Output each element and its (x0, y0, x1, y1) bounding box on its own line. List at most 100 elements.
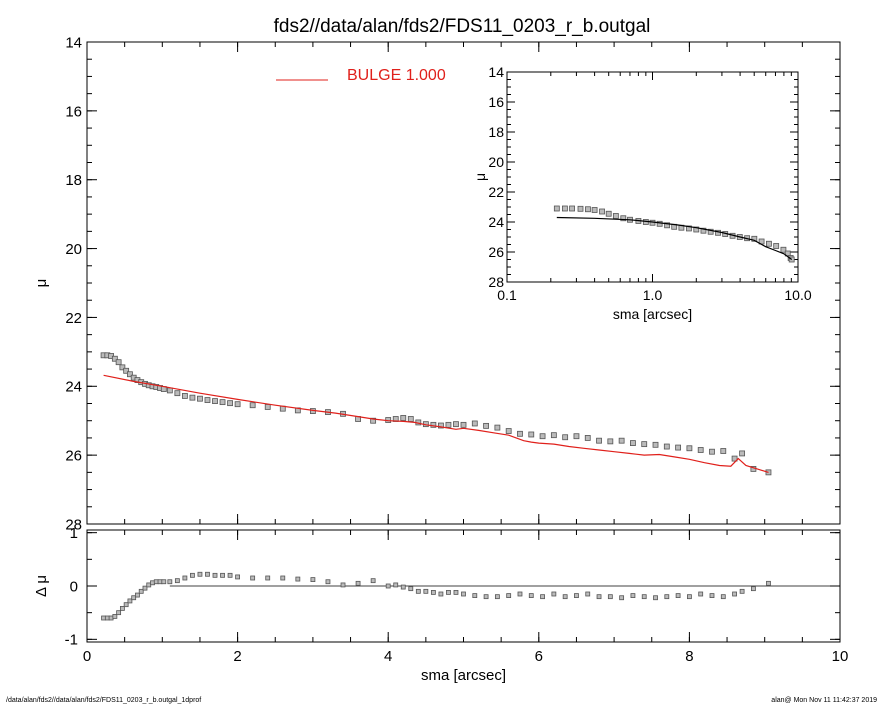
residual-data-point (551, 591, 557, 597)
residual-data-point (119, 606, 125, 611)
main-y-tick-label: 14 (65, 34, 82, 51)
main-data-point (584, 435, 591, 441)
inset-data-point (656, 220, 663, 227)
main-data-point (181, 393, 188, 399)
inset-data-point (553, 205, 560, 212)
inset-data-point (620, 215, 627, 222)
main-y-tick-label: 28 (65, 516, 82, 533)
inset-y-tick-label: 22 (488, 184, 504, 200)
main-data-point (370, 417, 377, 424)
residual-data-point (562, 594, 568, 600)
inset-data-point (664, 222, 671, 229)
residual-data-point (385, 583, 391, 589)
residual-data-point (370, 578, 376, 584)
main-y-tick-label: 22 (65, 310, 82, 327)
main-data-point (630, 440, 636, 446)
main-data-point (430, 421, 437, 428)
main-y-tick-label: 18 (65, 172, 82, 189)
inset-data-point (766, 240, 772, 247)
residual-data-point (446, 590, 451, 595)
inset-model-line (556, 216, 793, 260)
main-data-point (562, 434, 569, 441)
residual-data-point (135, 592, 140, 598)
inset-data-point (707, 228, 714, 235)
main-data-point (720, 448, 727, 454)
inset-y-tick-label: 24 (488, 214, 504, 230)
main-data-point (197, 395, 203, 402)
main-data-point (264, 404, 271, 410)
footer-timestamp: alan@ Mon Nov 11 11:42:37 2019 (771, 697, 877, 704)
inset-frame (506, 71, 799, 283)
residual-data-point (310, 577, 316, 582)
residual-data-point (751, 586, 756, 592)
residual-data-point (641, 594, 647, 600)
residual-data-point (205, 571, 210, 577)
main-data-point (573, 433, 580, 440)
main-data-point (123, 367, 130, 374)
main-data-point (204, 397, 211, 403)
residual-x-tick-label: 8 (685, 648, 693, 665)
residual-data-point (619, 595, 625, 601)
inset-data-point (700, 227, 707, 234)
main-data-point (675, 444, 682, 451)
inset-data-point (562, 205, 568, 212)
inset-y-tick-label: 26 (488, 244, 504, 260)
residual-data-point (393, 582, 399, 588)
inset-data-point (773, 243, 780, 249)
residual-data-point (131, 595, 137, 601)
inset-data-point (585, 206, 591, 213)
residual-data-point (438, 591, 444, 597)
main-data-point (453, 421, 459, 428)
inset-y-tick-label: 16 (488, 94, 504, 110)
residual-data-point (607, 594, 613, 600)
inset-y-tick-label: 14 (488, 64, 504, 80)
residual-data-point (732, 591, 737, 597)
main-data-point (445, 421, 452, 428)
inset-data-point (693, 226, 700, 233)
main-data-point (697, 447, 704, 453)
residual-data-point (182, 575, 188, 581)
main-data-point (471, 420, 478, 427)
residual-data-point (653, 595, 658, 601)
main-data-point (119, 364, 126, 371)
inset-data-point (599, 208, 605, 215)
residual-data-point (766, 580, 771, 586)
inset-panel: 0.1 1.0 10.0 14 16 18 20 22 24 26 28 sma [arcsec] μ (472, 64, 812, 322)
inset-data-point (780, 246, 787, 253)
residual-data-point (325, 579, 331, 585)
main-y-tick-label: 16 (65, 103, 82, 120)
inset-y-tick-label: 20 (488, 154, 504, 170)
main-data-point (607, 438, 614, 445)
residual-data-point (127, 598, 133, 604)
residual-x-axis-label: sma [arcsec] (421, 667, 506, 684)
residual-data-point (235, 574, 241, 580)
residual-data-point (265, 575, 271, 581)
residual-data-point (517, 591, 523, 597)
inset-data-point (686, 225, 692, 232)
main-data-point (127, 371, 133, 378)
main-data-point (596, 437, 602, 444)
main-data-point (528, 431, 535, 438)
residual-data-point (596, 594, 602, 600)
residual-data-point (506, 593, 512, 598)
residual-panel: 0 2 4 6 8 10 -1 0 1 sma [arcsec] Δ μ (33, 525, 848, 684)
residual-data-point (227, 572, 233, 578)
main-data-point (438, 422, 444, 429)
residual-data-point (220, 572, 225, 578)
main-data-point (174, 390, 181, 397)
inset-y-tick-label: 28 (488, 274, 504, 290)
main-data-point (739, 450, 746, 457)
residual-data-point (698, 591, 704, 597)
residual-data-point (280, 575, 286, 581)
inset-data-point (612, 213, 619, 219)
main-y-tick-label: 26 (65, 448, 82, 465)
main-data-point (663, 443, 670, 450)
residual-data-point (400, 584, 406, 590)
residual-x-tick-label: 0 (83, 648, 91, 665)
main-data-point (539, 433, 546, 440)
main-data-point (407, 416, 414, 422)
residual-data-point (528, 593, 534, 598)
inset-x-axis-label: sma [arcsec] (613, 306, 692, 322)
residual-data-point (408, 586, 414, 592)
